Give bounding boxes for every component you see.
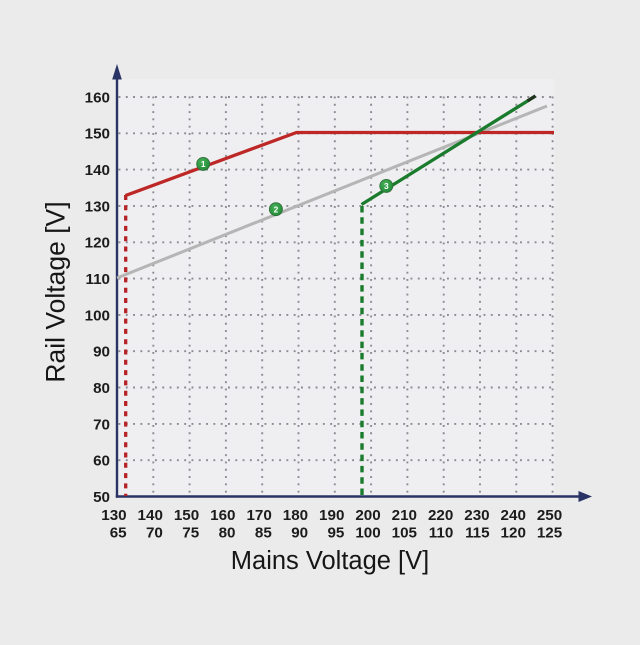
svg-text:160: 160 <box>85 89 110 106</box>
svg-text:80: 80 <box>93 380 110 397</box>
svg-text:50: 50 <box>93 489 110 506</box>
svg-text:200: 200 <box>355 507 380 524</box>
svg-text:Rail Voltage [V]: Rail Voltage [V] <box>41 201 71 382</box>
svg-text:240: 240 <box>501 507 526 524</box>
svg-text:70: 70 <box>146 524 163 541</box>
svg-text:110: 110 <box>85 271 110 288</box>
svg-text:90: 90 <box>93 344 110 361</box>
svg-text:210: 210 <box>392 507 417 524</box>
svg-text:220: 220 <box>428 507 453 524</box>
svg-text:3: 3 <box>384 181 389 191</box>
svg-text:140: 140 <box>85 162 110 179</box>
svg-text:150: 150 <box>85 126 110 143</box>
svg-text:65: 65 <box>110 524 127 541</box>
svg-text:115: 115 <box>465 524 490 541</box>
svg-text:190: 190 <box>319 507 344 524</box>
svg-text:Mains Voltage [V]: Mains Voltage [V] <box>231 547 429 575</box>
svg-text:60: 60 <box>93 453 110 470</box>
svg-text:100: 100 <box>355 524 380 541</box>
svg-text:80: 80 <box>219 524 236 541</box>
svg-text:120: 120 <box>501 524 526 541</box>
svg-text:170: 170 <box>246 507 271 524</box>
svg-text:90: 90 <box>291 524 308 541</box>
svg-text:95: 95 <box>327 524 344 541</box>
svg-text:1: 1 <box>201 159 206 169</box>
svg-text:105: 105 <box>392 524 418 541</box>
svg-text:100: 100 <box>85 307 110 324</box>
svg-text:150: 150 <box>174 507 199 524</box>
svg-text:180: 180 <box>283 507 308 524</box>
svg-text:160: 160 <box>210 507 235 524</box>
svg-text:110: 110 <box>429 524 454 541</box>
svg-text:120: 120 <box>85 235 110 252</box>
svg-text:85: 85 <box>255 524 272 541</box>
svg-text:75: 75 <box>182 524 199 541</box>
svg-text:125: 125 <box>537 524 563 541</box>
svg-text:130: 130 <box>85 198 110 215</box>
svg-text:70: 70 <box>93 416 110 433</box>
svg-text:250: 250 <box>537 507 562 524</box>
svg-text:140: 140 <box>138 507 163 524</box>
svg-text:2: 2 <box>274 204 279 214</box>
svg-text:130: 130 <box>101 507 126 524</box>
svg-text:230: 230 <box>464 507 489 524</box>
